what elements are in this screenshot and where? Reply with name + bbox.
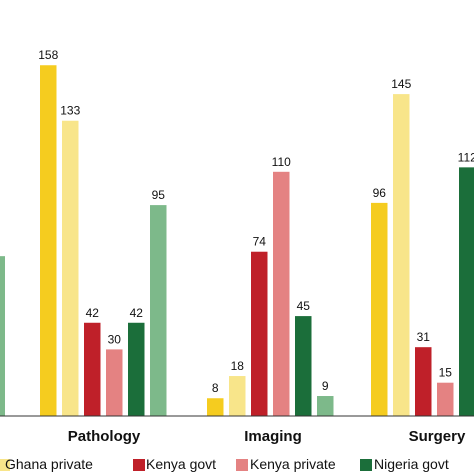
- bar-partial-left-edge: [0, 256, 5, 416]
- bar-imaging-kenya-private: [273, 171, 290, 416]
- bar-surgery-nigeria-govt: [459, 167, 474, 416]
- bar-pathology-nigeria-govt: [128, 322, 145, 416]
- legend-swatch-ghana-private: [0, 459, 10, 471]
- bar-surgery-ghana-govt: [371, 202, 388, 416]
- data-label-imaging-nigeria-govt: 45: [297, 299, 311, 313]
- legend: Ghana private Kenya govt Kenya private N…: [0, 456, 449, 472]
- bar-pathology-nigeria-private: [150, 205, 167, 416]
- x-tick-labels: Pathology Imaging Surgery: [68, 428, 466, 445]
- bar-surgery-kenya-private: [437, 382, 454, 416]
- x-tick-label-surgery: Surgery: [409, 428, 466, 445]
- bar-imaging-ghana-govt: [207, 398, 224, 416]
- data-label-imaging-nigeria-private: 9: [322, 379, 329, 393]
- data-label-imaging-kenya-govt: 74: [253, 235, 267, 249]
- data-label-pathology-kenya-private: 30: [108, 332, 122, 346]
- data-label-surgery-kenya-govt: 31: [417, 330, 431, 344]
- legend-label-ghana-private: Ghana private: [5, 456, 93, 472]
- bar-imaging-kenya-govt: [251, 251, 268, 416]
- legend-label-nigeria-govt: Nigeria govt: [374, 456, 449, 472]
- data-label-surgery-nigeria-govt: 112: [458, 150, 474, 164]
- legend-label-kenya-govt: Kenya govt: [146, 456, 216, 472]
- data-label-surgery-ghana-private: 145: [391, 77, 411, 91]
- bar-pathology-kenya-private: [106, 349, 123, 416]
- legend-swatch-kenya-private: [236, 459, 248, 471]
- bar-pathology-kenya-govt: [84, 322, 101, 416]
- data-labels-layer: 158 133 42 30 42 95 8 18 74 110 45 9 96 145 31 15 112: [38, 48, 474, 395]
- data-label-imaging-kenya-private: 110: [272, 155, 291, 169]
- x-tick-label-pathology: Pathology: [68, 428, 141, 445]
- legend-swatch-nigeria-govt: [360, 459, 372, 471]
- bar-pathology-ghana-private: [62, 120, 79, 417]
- data-label-surgery-kenya-private: 15: [439, 366, 453, 380]
- bar-surgery-kenya-govt: [415, 347, 432, 416]
- data-label-pathology-kenya-govt: 42: [86, 306, 100, 320]
- data-label-pathology-ghana-govt: 158: [38, 48, 58, 62]
- data-label-pathology-ghana-private: 133: [60, 104, 80, 118]
- data-label-pathology-nigeria-private: 95: [152, 188, 166, 202]
- bar-imaging-nigeria-govt: [295, 316, 312, 416]
- x-tick-label-imaging: Imaging: [244, 428, 302, 445]
- bar-pathology-ghana-govt: [40, 65, 57, 417]
- legend-label-kenya-private: Kenya private: [250, 456, 336, 472]
- data-label-surgery-ghana-govt: 96: [373, 186, 387, 200]
- bars-layer: [0, 65, 474, 417]
- bar-imaging-ghana-private: [229, 376, 246, 416]
- legend-swatch-kenya-govt: [133, 459, 145, 471]
- data-label-pathology-nigeria-govt: 42: [130, 306, 144, 320]
- bar-imaging-nigeria-private: [317, 396, 334, 416]
- data-label-imaging-ghana-private: 18: [231, 359, 245, 373]
- data-label-imaging-ghana-govt: 8: [212, 381, 219, 395]
- bar-surgery-ghana-private: [393, 94, 410, 416]
